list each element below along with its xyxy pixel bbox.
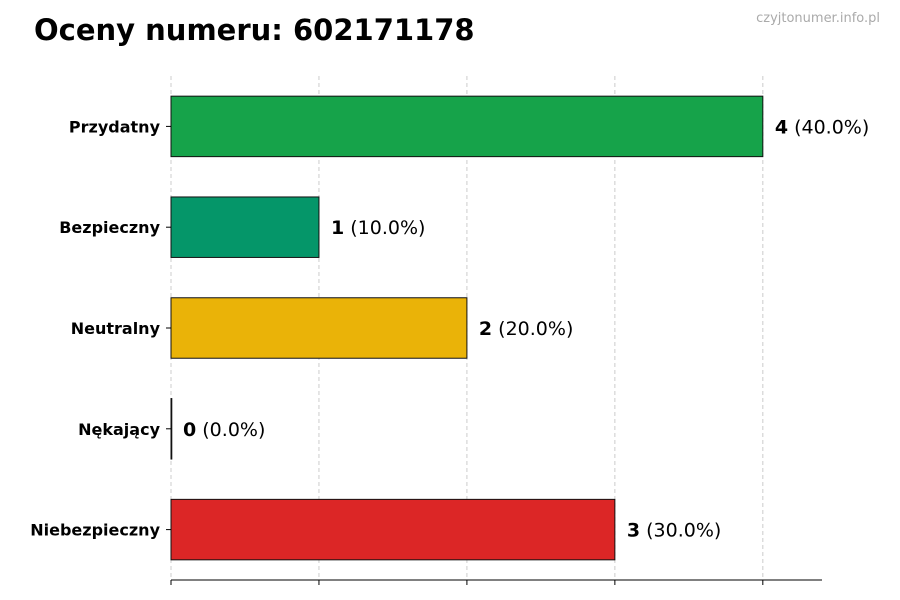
category-label: Niebezpieczny <box>30 521 160 540</box>
value-percent: (0.0%) <box>196 419 265 441</box>
category-label: Bezpieczny <box>59 218 160 237</box>
value-percent: (40.0%) <box>788 116 869 138</box>
watermark: czyjtonumer.info.pl <box>756 11 880 26</box>
value-label: 2 (20.0%) <box>479 318 573 340</box>
value-label: 4 (40.0%) <box>775 116 869 138</box>
value-count: 4 <box>775 116 788 138</box>
value-percent: (30.0%) <box>640 520 721 542</box>
category-label: Neutralny <box>71 319 161 338</box>
value-count: 3 <box>627 520 640 542</box>
value-label: 3 (30.0%) <box>627 520 721 542</box>
value-percent: (20.0%) <box>492 318 573 340</box>
value-count: 1 <box>331 217 344 239</box>
bar <box>170 398 173 460</box>
axis-layer <box>166 125 822 585</box>
bar <box>170 196 320 258</box>
labels-layer: Przydatny 4 (40.0%) Bezpieczny 1 (10.0%) Neu… <box>30 116 869 541</box>
value-label: 0 (0.0%) <box>183 419 265 441</box>
value-count: 0 <box>183 419 196 441</box>
category-label: Przydatny <box>69 117 161 136</box>
category-label: Nękający <box>78 420 160 439</box>
bar <box>170 95 764 158</box>
value-percent: (10.0%) <box>344 217 425 239</box>
chart-title: Oceny numeru: 602171178 <box>34 13 475 47</box>
value-label: 1 (10.0%) <box>331 217 425 239</box>
bar <box>170 297 468 359</box>
value-count: 2 <box>479 318 492 340</box>
bar <box>170 498 616 561</box>
